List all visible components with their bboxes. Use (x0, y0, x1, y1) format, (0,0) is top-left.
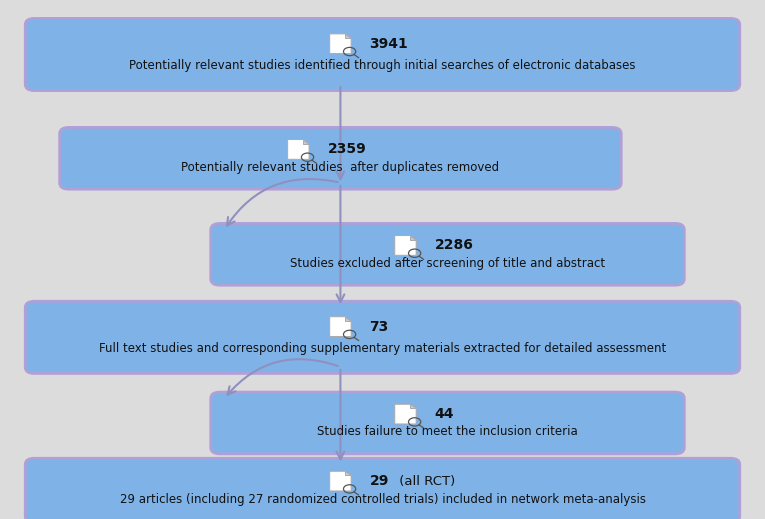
Text: 29 articles (including 27 randomized controlled trials) included in network meta: 29 articles (including 27 randomized con… (119, 493, 646, 507)
Polygon shape (410, 404, 416, 408)
FancyBboxPatch shape (60, 128, 621, 189)
Text: Full text studies and corresponding supplementary materials extracted for detail: Full text studies and corresponding supp… (99, 342, 666, 354)
FancyArrowPatch shape (227, 179, 337, 226)
Polygon shape (395, 404, 416, 424)
Polygon shape (330, 471, 351, 491)
Text: 29: 29 (369, 474, 389, 488)
Polygon shape (395, 236, 416, 255)
Polygon shape (330, 34, 351, 53)
Text: 2359: 2359 (327, 142, 366, 156)
FancyBboxPatch shape (25, 18, 740, 90)
FancyBboxPatch shape (210, 223, 684, 285)
Polygon shape (410, 236, 416, 240)
Polygon shape (345, 317, 351, 321)
Text: 73: 73 (369, 320, 389, 334)
Polygon shape (303, 140, 309, 144)
Text: (all RCT): (all RCT) (395, 474, 455, 488)
Text: 44: 44 (435, 407, 454, 421)
Text: Potentially relevant studies identified through initial searches of electronic d: Potentially relevant studies identified … (129, 59, 636, 72)
Text: Potentially relevant studies  after duplicates removed: Potentially relevant studies after dupli… (181, 161, 500, 174)
FancyBboxPatch shape (25, 458, 740, 519)
Polygon shape (330, 317, 351, 336)
FancyBboxPatch shape (25, 301, 740, 374)
Text: 2286: 2286 (435, 238, 474, 252)
Polygon shape (345, 471, 351, 475)
Polygon shape (345, 34, 351, 38)
Text: Studies failure to meet the inclusion criteria: Studies failure to meet the inclusion cr… (317, 426, 578, 439)
Text: 3941: 3941 (369, 37, 409, 51)
FancyArrowPatch shape (227, 359, 338, 395)
Text: Studies excluded after screening of title and abstract: Studies excluded after screening of titl… (290, 257, 605, 270)
FancyBboxPatch shape (210, 392, 684, 454)
Polygon shape (288, 140, 309, 159)
